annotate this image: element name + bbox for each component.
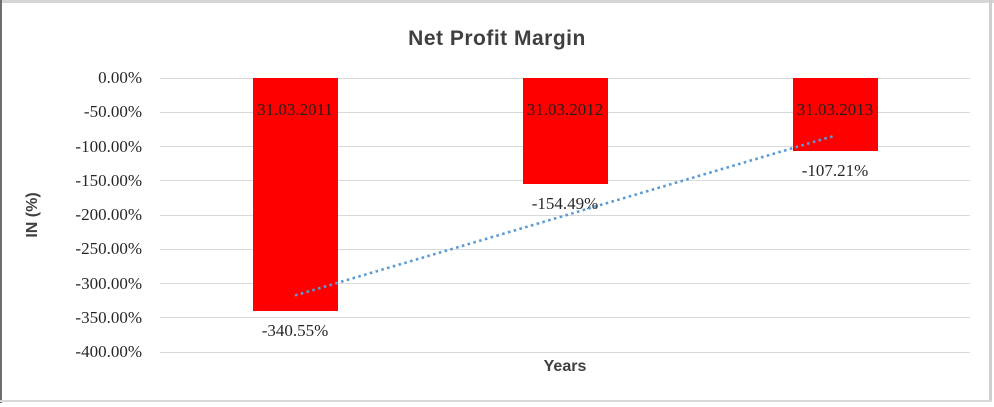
category-label: 31.03.2011 [257, 100, 333, 119]
gridline [160, 214, 970, 216]
gridline [160, 351, 970, 353]
value-label: -340.55% [261, 321, 329, 341]
frame-border-top [0, 0, 994, 3]
bar [522, 78, 608, 184]
plot-area: 31.03.2011 -340.55% 31.03.2012 -154.49% 31.0… [160, 77, 970, 353]
y-tick-label: 0.00% [98, 68, 142, 87]
value-label: -154.49% [531, 193, 599, 213]
frame-border-right [989, 0, 992, 402]
category-label: 31.03.2012 [526, 100, 604, 119]
value-label: -107.21% [801, 161, 869, 181]
y-tick-label: -350.00% [75, 307, 142, 327]
frame-border-left [0, 0, 2, 403]
gridline [160, 283, 970, 284]
y-tick-label: -50.00% [83, 102, 142, 122]
y-tick-label: -300.00% [75, 273, 142, 293]
gridline [160, 317, 970, 319]
bar [792, 78, 878, 152]
bar [252, 78, 338, 312]
gridline [160, 248, 970, 250]
y-axis-tick-labels: 0.00% -50.00% -100.00% -150.00% -200.00% -250… [0, 68, 148, 361]
chart-title: Net Profit Margin [408, 27, 586, 50]
category-label: 31.03.2013 [796, 100, 874, 119]
y-tick-label: -100.00% [75, 136, 142, 156]
x-axis-title: Years [543, 358, 587, 375]
y-tick-label: -400.00% [75, 342, 142, 361]
y-tick-label: -250.00% [75, 239, 142, 259]
y-tick-label: -150.00% [75, 170, 142, 190]
y-tick-label: -200.00% [75, 205, 142, 224]
trendline [294, 134, 836, 297]
frame-border-bottom [0, 400, 992, 402]
